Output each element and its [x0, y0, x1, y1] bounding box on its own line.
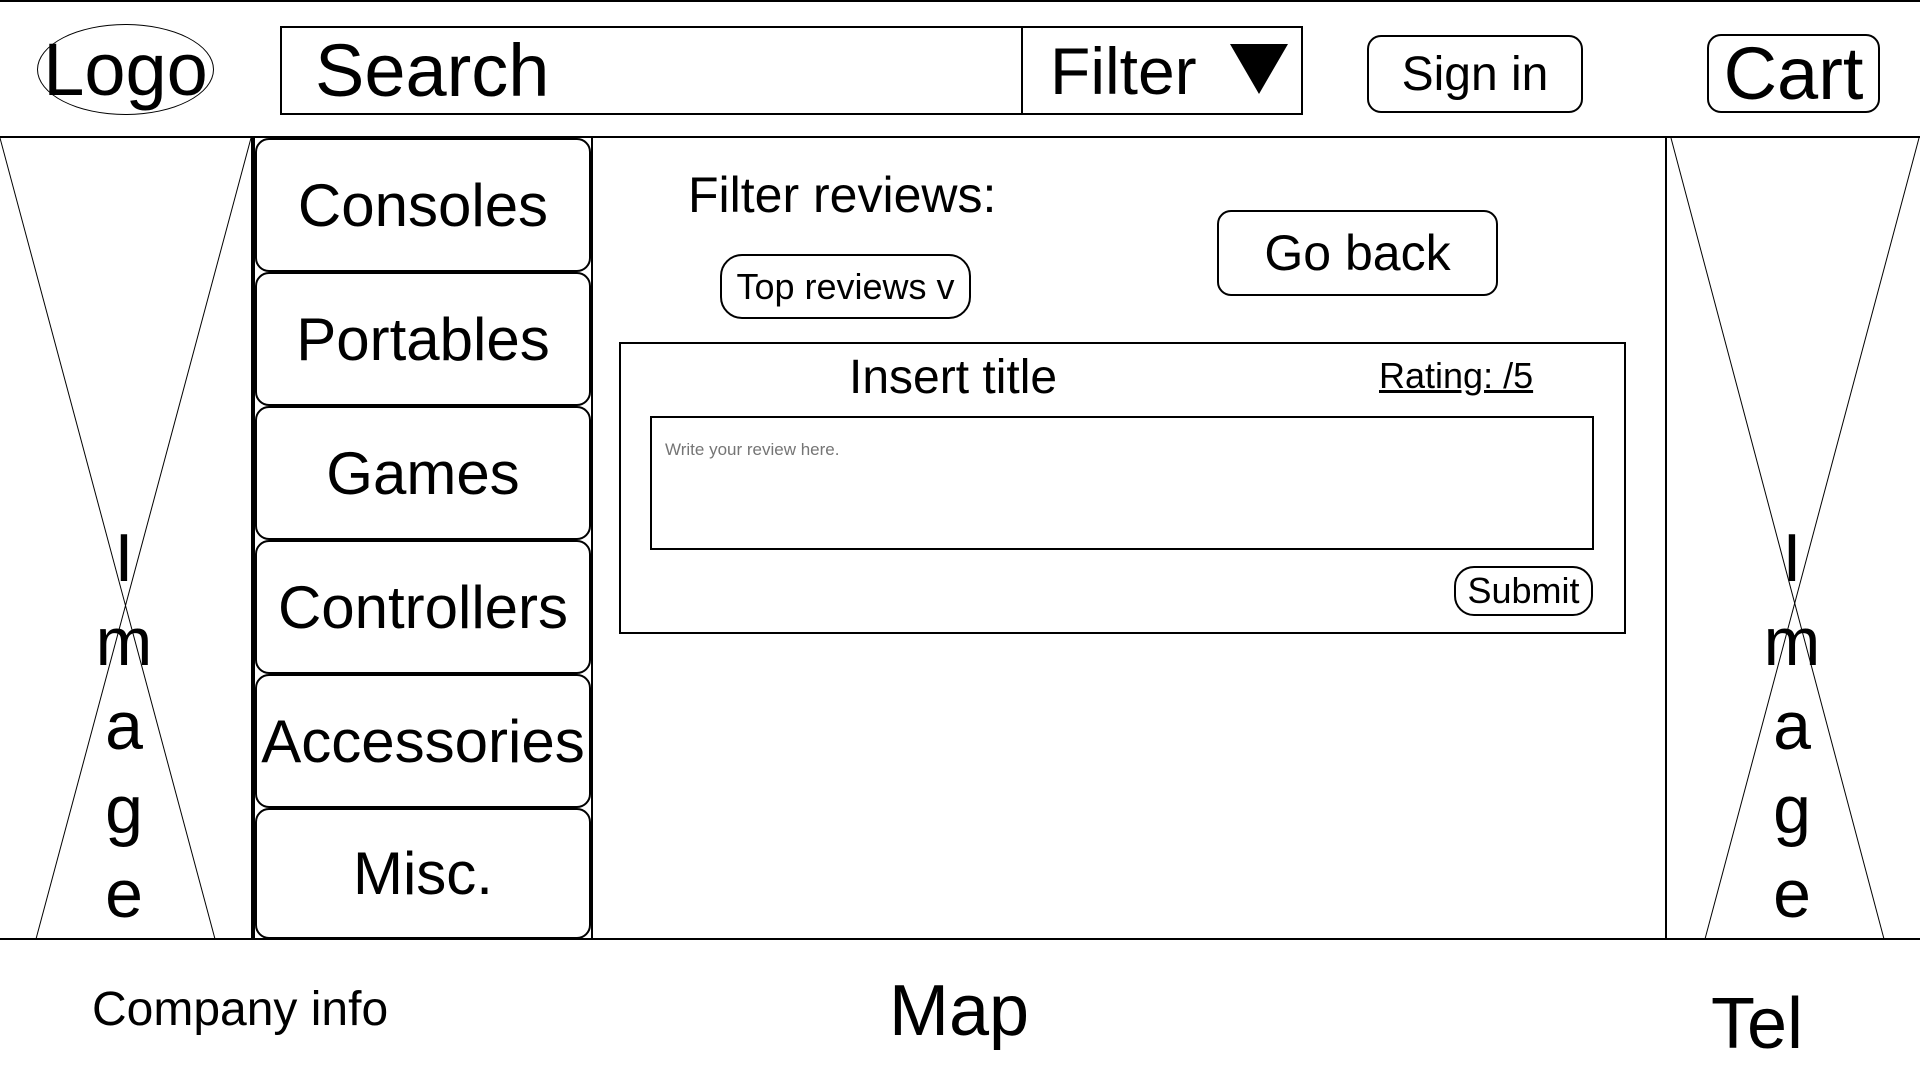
header-divider [0, 136, 1920, 138]
nav-item-portables[interactable]: Portables [255, 272, 591, 406]
left-image-placeholder [0, 138, 253, 939]
submit-button[interactable]: Submit [1454, 566, 1593, 616]
company-info-link[interactable]: Company info [92, 983, 389, 1036]
image-letter: e [1773, 856, 1811, 932]
image-placeholder-cross-icon [0, 138, 252, 939]
review-title-input[interactable]: Insert title [849, 351, 1058, 404]
image-letter: a [1773, 688, 1811, 764]
filter-divider [1021, 26, 1023, 115]
rating-input[interactable]: Rating: /5 [1379, 355, 1534, 396]
image-letter: e [105, 856, 143, 932]
reviews-sort-select[interactable]: Top reviews v [720, 254, 971, 319]
map-area[interactable]: Map [889, 971, 1030, 1051]
image-letter: a [105, 688, 143, 764]
image-letter: m [95, 604, 153, 680]
tel-link[interactable]: Tel [1711, 984, 1804, 1064]
triangle-down-icon[interactable] [1230, 44, 1288, 94]
top-border [0, 0, 1920, 2]
search-bar [280, 26, 1303, 115]
nav-item-consoles[interactable]: Consoles [255, 138, 591, 272]
footer-divider [0, 938, 1920, 940]
search-input[interactable]: Search [315, 29, 550, 112]
cart-button[interactable]: Cart [1707, 32, 1880, 115]
image-letter: I [114, 520, 134, 596]
image-letter: g [1773, 772, 1811, 848]
filter-label: Filter [1050, 33, 1197, 108]
image-placeholder-cross-icon [1670, 138, 1920, 939]
image-letter: m [1763, 604, 1821, 680]
category-nav [253, 138, 593, 939]
nav-item-misc[interactable]: Misc. [255, 808, 591, 939]
nav-item-accessories[interactable]: Accessories [255, 674, 591, 808]
logo[interactable]: Logo [37, 24, 214, 115]
review-form [619, 342, 1626, 634]
nav-item-games[interactable]: Games [255, 406, 591, 540]
image-letter: I [1782, 520, 1802, 596]
right-image-placeholder [1665, 138, 1920, 939]
filter-reviews-heading: Filter reviews: [688, 167, 997, 223]
left-image-label: I m a g e [74, 516, 174, 936]
nav-item-controllers[interactable]: Controllers [255, 540, 591, 674]
sign-in-button[interactable]: Sign in [1367, 35, 1583, 113]
image-letter: g [105, 772, 143, 848]
go-back-button[interactable]: Go back [1217, 210, 1498, 296]
right-image-label: I m a g e [1742, 516, 1842, 936]
review-textarea[interactable] [650, 416, 1594, 550]
